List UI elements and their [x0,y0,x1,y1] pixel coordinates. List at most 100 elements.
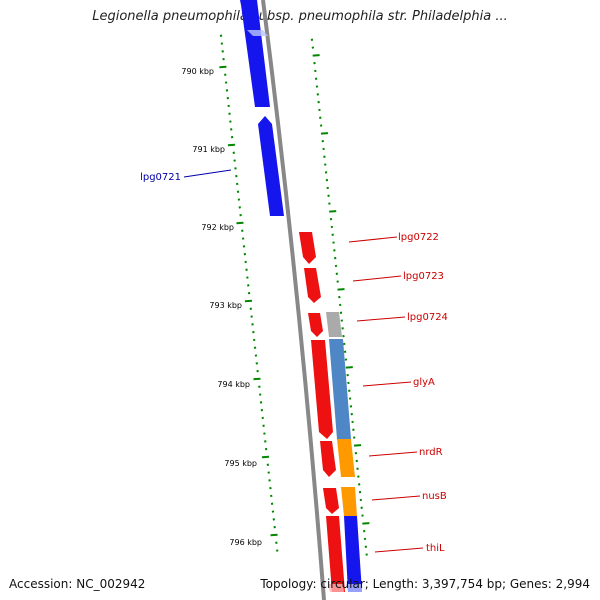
cds-block[interactable] [344,516,362,592]
tick-mark [238,206,241,209]
tick-mark [353,444,362,447]
cds-block[interactable] [337,439,355,477]
tick-mark [317,100,320,104]
tick-mark [314,69,317,73]
reverse-gene-track [299,232,345,592]
tick-mark [333,256,337,260]
tick-mark [267,471,270,474]
cds-block[interactable] [341,487,357,516]
tick-mark [242,245,246,248]
tick-mark [344,358,348,361]
tick-mark [229,128,233,131]
cds-block[interactable] [329,339,351,439]
tick-mark [332,241,335,244]
tick-mark [270,494,273,498]
tick-mark [236,190,240,193]
tick-mark [275,549,279,552]
cds-block[interactable] [346,584,362,592]
tick-mark [264,440,267,443]
tick-mark [253,346,257,349]
tick-mark [329,210,337,213]
tick-mark [266,463,270,466]
tick-mark [235,174,238,178]
tick-mark [352,436,356,439]
tick-mark [345,366,353,369]
tick-mark [324,171,328,174]
tick-mark [269,486,272,490]
tick-mark [261,455,270,459]
tick-mark [233,159,236,162]
tick-mark [256,369,259,373]
tick-mark [348,389,351,392]
leader-line [352,275,402,282]
leader-line [348,236,398,243]
tick-mark [263,432,266,435]
tick-mark [249,307,253,310]
tick-mark [270,533,278,537]
leader-line [356,316,406,322]
tick-mark [321,139,325,143]
tick-mark [342,334,345,338]
tick-mark [219,65,227,69]
gene-label-lpg0723[interactable]: lpg0723 [403,271,444,282]
tick-mark [361,514,364,517]
tick-mark [358,490,362,494]
gene-label-nrdR[interactable]: nrdR [419,447,443,458]
gene-arrow[interactable] [258,116,284,216]
tick-mark [357,475,360,478]
tick-mark [322,147,325,151]
gene-label-lpg0722[interactable]: lpg0722 [398,232,439,243]
tick-mark [347,381,350,385]
genome-summary: Topology: circular; Length: 3,397,754 bp… [260,577,590,591]
tick-mark [312,54,320,57]
gene-arrow[interactable] [320,441,336,477]
tick-mark [311,46,315,49]
tick-mark [227,104,230,108]
gene-label-glyA[interactable]: glyA [413,377,435,388]
tick-label: 793 kbp [209,301,242,310]
tick-mark [310,38,314,41]
gene-arrow[interactable] [311,340,333,439]
gene-arrow[interactable] [326,516,345,592]
tick-mark [354,451,358,455]
tick-mark [225,89,229,92]
gene-arrow[interactable] [328,584,344,592]
tick-mark [235,182,239,186]
map-title: Legionella pneumophila subsp. pneumophil… [92,9,508,24]
gene-arrow[interactable] [299,232,316,264]
gene-label-thiL[interactable]: thiL [426,543,445,554]
tick-mark [241,229,244,232]
gene-label-nusB[interactable]: nusB [422,491,447,502]
gene-arrow[interactable] [323,488,339,514]
tick-mark [247,284,250,287]
tick-mark [343,342,346,346]
tick-mark [236,221,244,225]
tick-labels: 790 kbp 791 kbp 792 kbp 793 kbp 794 kbp … [181,67,262,547]
gene-arrow[interactable] [240,0,270,107]
gene-arrow[interactable] [304,268,321,303]
leader-line [374,547,424,553]
leader-line [183,169,232,178]
tick-mark [258,385,261,388]
gene-arrow[interactable] [247,30,268,36]
gene-label-lpg0724[interactable]: lpg0724 [407,312,448,323]
tick-mark [330,225,334,229]
tick-mark [262,424,265,427]
tick-mark [357,483,361,486]
tick-mark [313,61,316,65]
tick-mark [365,553,368,556]
gene-label-lpg0721[interactable]: lpg0721 [140,172,181,183]
tick-mark [350,412,353,416]
tick-mark [252,338,256,342]
tick-mark [338,303,342,307]
tick-mark [314,77,318,80]
cds-block[interactable] [326,312,342,337]
gene-arrow[interactable] [308,313,323,337]
tick-mark [255,362,259,365]
accession-label: Accession: NC_002942 [9,577,146,591]
tick-mark [243,252,247,256]
tick-mark [343,350,347,353]
tick-mark [315,85,319,88]
tick-mark [252,330,255,334]
tick-mark [261,416,264,420]
